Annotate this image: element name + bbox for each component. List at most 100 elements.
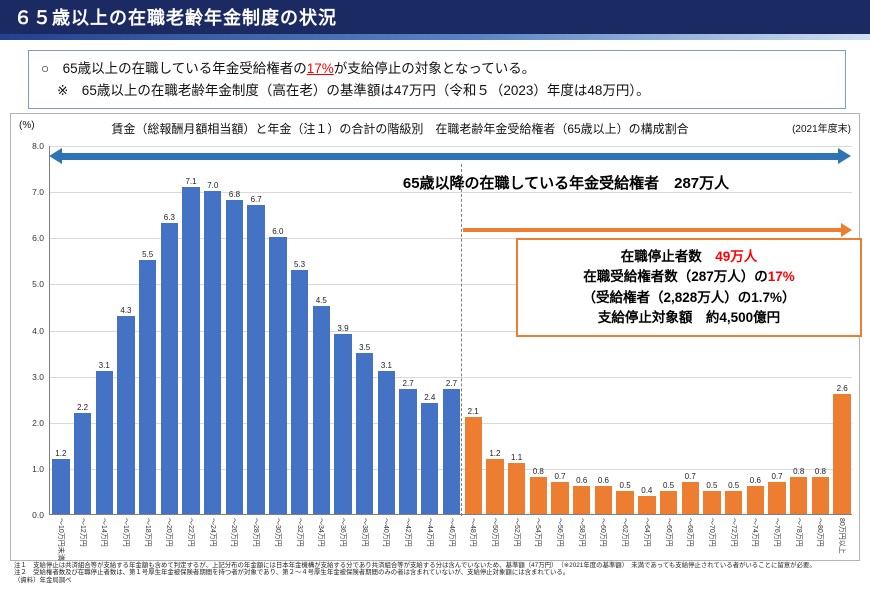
suspension-annotation-box: 在職停止者数 49万人 在職受給権者数（287万人）の17% （受給権者（2,8… xyxy=(516,238,862,337)
bar-value-label: 5.3 xyxy=(294,259,306,269)
chart-title: 賃金（総報酬月額相当額）と年金（注１）の合計の階級別 在職老齢年金受給権者（65… xyxy=(111,122,689,136)
chart-period-label: (2021年度末) xyxy=(792,124,851,135)
suspended-percent-line: 在職受給権者数（287万人）の17% xyxy=(524,267,854,287)
bar xyxy=(573,486,591,514)
bar xyxy=(442,389,461,514)
bar xyxy=(464,417,482,514)
bar-value-label: 4.3 xyxy=(120,305,132,315)
suspended-share-line: （受給権者（2,828万人）の1.7%） xyxy=(582,289,796,305)
bar-value-label: 2.1 xyxy=(467,407,479,417)
bar-value-label: 0.5 xyxy=(706,480,718,490)
bar-value-label: 7.0 xyxy=(207,181,219,191)
bar xyxy=(399,389,417,514)
suspended-count-prefix: 在職停止者数 xyxy=(620,249,716,264)
summary-highlight-percent: 17% xyxy=(306,61,334,76)
y-tick-label: 2.0 xyxy=(32,417,44,428)
bar xyxy=(616,490,634,514)
x-tick-label: ～72万円 xyxy=(729,518,737,547)
bar xyxy=(117,315,135,514)
bar xyxy=(312,306,330,514)
bar-value-label: 2.2 xyxy=(76,402,89,412)
x-tick-label: ～50万円 xyxy=(490,518,498,547)
bar-value-label: 4.5 xyxy=(315,296,327,306)
bar-value-label: 0.6 xyxy=(597,476,609,486)
bar-value-label: 0.8 xyxy=(532,467,544,477)
gridline xyxy=(50,192,852,194)
footnotes: 注１ 支給停止は共済組合等が支給する年金額も含めて判定するが、上記分布の年金額に… xyxy=(14,562,858,584)
bar xyxy=(421,403,439,514)
bar xyxy=(73,412,92,514)
bar-value-label: 1.2 xyxy=(55,448,67,458)
bar xyxy=(681,481,699,514)
x-tick-label: ～38万円 xyxy=(360,518,368,547)
bar-value-label: 2.7 xyxy=(445,379,458,389)
bar xyxy=(356,352,374,514)
bar-value-label: 0.5 xyxy=(619,480,631,490)
bar-value-label: 6.0 xyxy=(272,227,284,237)
footnote-2: 注２ 受給権者数及び在職停止者数は、第１号厚生年金被保険者期間を持つ者が対象であ… xyxy=(14,569,570,577)
page-title: ６５歳以上の在職老齢年金制度の状況 xyxy=(14,8,337,28)
x-tick-label: ～20万円 xyxy=(165,518,173,547)
bar-value-label: 1.2 xyxy=(489,448,501,458)
x-tick-label: ～12万円 xyxy=(78,518,86,547)
bar xyxy=(638,495,656,514)
bar-plot: 0.0 1.0 2.0 3.0 4.0 5.0 6.0 7.0 8.0 1.2 ～10万円未満 2.2… xyxy=(32,141,852,561)
footnote-1: 注１ 支給停止は共済組合等が支給する年金額も含めて判定するが、上記分布の年金額に… xyxy=(14,562,816,569)
x-tick-label: ～34万円 xyxy=(317,518,325,547)
x-tick-label: ～48万円 xyxy=(469,518,477,547)
bar-value-label: 0.7 xyxy=(771,471,783,481)
bar xyxy=(204,191,222,514)
bar xyxy=(95,371,113,514)
bar-value-label: 1.1 xyxy=(511,453,523,463)
suspended-amount-line: 支給停止対象額 約4,500億円 xyxy=(597,309,781,325)
bar-value-label: 3.5 xyxy=(359,342,371,352)
y-tick-label: 7.0 xyxy=(32,187,44,198)
bar xyxy=(594,486,613,514)
y-tick-label: 3.0 xyxy=(32,371,44,382)
x-tick-label: ～30万円 xyxy=(273,518,281,547)
x-tick-label: ～10万円未満 xyxy=(56,518,64,561)
bar xyxy=(225,200,244,514)
bar-value-label: 0.7 xyxy=(554,471,566,481)
x-tick-label: ～80万円 xyxy=(816,518,824,547)
bar xyxy=(486,458,504,514)
x-tick-label: ～24万円 xyxy=(208,518,216,547)
bar xyxy=(377,371,396,514)
bar-value-label: 2.7 xyxy=(402,379,414,389)
bar-value-label: 3.9 xyxy=(337,324,349,334)
summary-line1: ○ 65歳以上の在職している年金受給権者の17%が支給停止の対象となっている。 xyxy=(41,59,833,79)
x-tick-label: ～78万円 xyxy=(794,518,802,547)
bar xyxy=(768,481,786,514)
suspended-percent-prefix: 在職受給権者数（287万人）の xyxy=(583,269,768,285)
bar xyxy=(182,186,200,514)
bar xyxy=(160,223,179,514)
x-tick-label: ～14万円 xyxy=(100,518,108,547)
bar xyxy=(833,394,851,514)
x-tick-label: ～52万円 xyxy=(512,518,520,547)
bar-value-label: 2.4 xyxy=(424,393,436,403)
x-tick-label: ～46万円 xyxy=(447,518,455,547)
x-tick-label: ～40万円 xyxy=(382,518,390,547)
suspended-percent-value: 17% xyxy=(767,269,795,285)
bar-value-label: 0.8 xyxy=(793,467,805,477)
suspended-count-value: 49万人 xyxy=(715,249,758,264)
x-tick-label: ～62万円 xyxy=(621,518,629,547)
x-tick-label: ～28万円 xyxy=(252,518,260,547)
bar-value-label: 3.1 xyxy=(98,361,110,371)
y-tick-label: 4.0 xyxy=(32,325,44,336)
bar-value-label: 0.6 xyxy=(576,476,588,486)
bar-value-label: 7.1 xyxy=(185,176,197,186)
summary-line2: ※ 65歳以上の在職老齢年金制度（高在老）の基準額は47万円（令和５（2023）… xyxy=(57,82,650,98)
chart-panel: (%) 賃金（総報酬月額相当額）と年金（注１）の合計の階級別 在職老齢年金受給権… xyxy=(10,113,862,561)
bar xyxy=(703,490,721,514)
bar xyxy=(52,458,70,514)
x-tick-label: ～60万円 xyxy=(599,518,607,547)
y-tick-label: 6.0 xyxy=(32,233,44,244)
x-tick-label: ～54万円 xyxy=(534,518,542,547)
bar-value-label: 0.7 xyxy=(684,471,696,481)
bar xyxy=(790,477,808,514)
bar xyxy=(551,481,569,514)
summary-box: ○ 65歳以上の在職している年金受給権者の17%が支給停止の対象となっている。 … xyxy=(28,50,846,110)
bar xyxy=(529,477,547,514)
